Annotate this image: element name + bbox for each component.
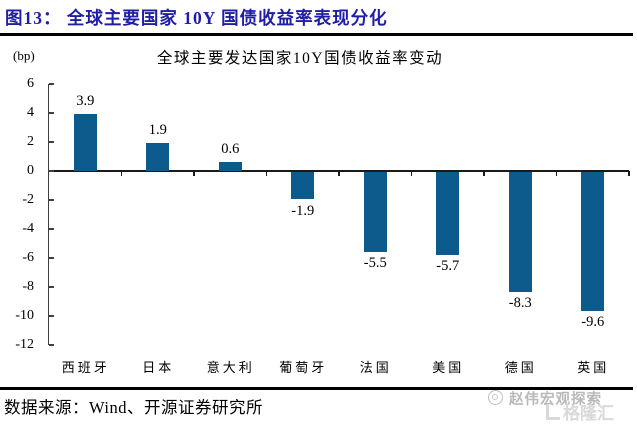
- bar: [436, 171, 460, 255]
- y-axis-tick-label: -6: [22, 250, 34, 265]
- x-axis-label: 葡萄牙: [279, 360, 328, 375]
- watermark-avatar-icon: [488, 390, 503, 405]
- bar: [581, 171, 605, 312]
- data-source: 数据来源：Wind、开源证券研究所: [4, 398, 263, 417]
- category-tick: [483, 171, 485, 176]
- y-axis-tick: [49, 344, 54, 346]
- y-axis-tick: [49, 257, 54, 259]
- chart-area: (bp) 全球主要发达国家10Y国债收益率变动 6 4 2 0 -2 -4 -6 -8 -10 -…: [0, 35, 637, 385]
- value-label: 0.6: [221, 141, 240, 158]
- gelonghui-logo-text: 格隆汇: [563, 404, 614, 423]
- y-axis-tick: [49, 199, 54, 201]
- gelonghui-logo: 格隆汇: [546, 399, 614, 423]
- y-axis-tick: [49, 112, 54, 114]
- category-tick: [555, 171, 558, 176]
- y-axis-tick: [49, 170, 54, 172]
- x-axis-labels: 西班牙 日本 意大利 葡萄牙 法国 美国 德国 英国: [48, 357, 628, 377]
- y-axis-tick-label: -2: [22, 192, 34, 207]
- category-tick: [193, 171, 195, 176]
- y-axis-tick-label: 2: [27, 134, 34, 149]
- y-axis-tick-label: 4: [27, 105, 34, 120]
- x-axis-label: 意大利: [206, 360, 255, 375]
- y-axis-tick-label: -10: [15, 308, 34, 323]
- top-divider: [0, 33, 633, 36]
- category-tick: [410, 171, 413, 176]
- y-axis-tick: [49, 228, 54, 230]
- x-axis-zero-line: [49, 170, 629, 172]
- x-axis-label: 英国: [577, 360, 610, 375]
- y-axis-tick-label: -4: [22, 221, 34, 236]
- value-label: -9.6: [581, 314, 605, 331]
- value-label: 3.9: [76, 93, 95, 110]
- bar: [508, 171, 532, 293]
- bar: [73, 114, 97, 171]
- x-axis-label: 美国: [432, 360, 465, 375]
- x-axis-label: 法国: [359, 360, 392, 375]
- category-tick: [265, 171, 268, 176]
- y-axis-labels: 6 4 2 0 -2 -4 -6 -8 -10 -12: [0, 76, 34, 352]
- y-axis-tick: [49, 286, 54, 288]
- y-axis-tick: [49, 315, 54, 317]
- y-axis-tick-label: 0: [27, 163, 34, 178]
- y-axis-tick-label: 6: [27, 76, 34, 91]
- category-tick: [628, 171, 630, 176]
- value-label: -5.5: [363, 254, 387, 271]
- category-tick: [338, 171, 340, 176]
- bar: [291, 171, 315, 200]
- value-label: -1.9: [291, 202, 315, 219]
- plot-area: 3.9 1.9 0.6 -1.9 -5.5 -5.7 -8.3 -9.6: [48, 83, 630, 346]
- x-axis-label: 西班牙: [61, 360, 110, 375]
- bar: [146, 143, 170, 171]
- y-axis-tick: [49, 83, 54, 85]
- bottom-divider: [0, 387, 633, 390]
- figure-title: 图13： 全球主要国家 10Y 国债收益率表现分化: [5, 8, 388, 28]
- y-axis-tick-label: -8: [22, 279, 34, 294]
- value-label: -5.7: [436, 257, 460, 274]
- y-axis-tick: [49, 141, 54, 143]
- watermark-text: 赵伟宏观探索: [509, 392, 602, 408]
- bar: [218, 162, 242, 171]
- value-label: 1.9: [148, 122, 167, 139]
- value-label: -8.3: [508, 295, 532, 312]
- x-axis-label: 日本: [142, 360, 175, 375]
- gelonghui-bracket-icon: [546, 405, 560, 420]
- y-axis-unit-label: (bp): [13, 48, 35, 63]
- bar: [363, 171, 387, 252]
- chart-title: 全球主要发达国家10Y国债收益率变动: [156, 50, 444, 67]
- y-axis-tick-label: -12: [15, 337, 34, 352]
- x-axis-label: 德国: [504, 360, 537, 375]
- category-tick: [120, 171, 123, 176]
